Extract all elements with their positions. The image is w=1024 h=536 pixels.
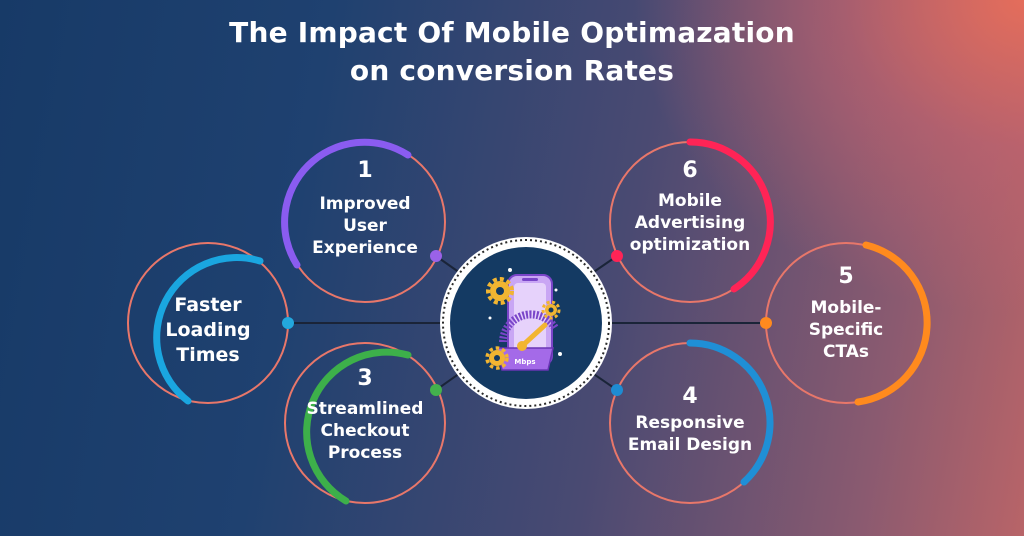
- item-dot-2: [282, 317, 294, 329]
- item-dot-1: [430, 250, 442, 262]
- mobile-speedometer-gears-icon: Mbps: [485, 268, 562, 371]
- item-circle-4: [609, 339, 774, 504]
- item-dot-5: [760, 317, 772, 329]
- item-number-1: 1: [357, 158, 373, 183]
- item-label-4: Responsive Email Design: [627, 413, 753, 455]
- center-hub: Mbps: [440, 237, 612, 409]
- item-arc-5: [854, 241, 931, 406]
- item-arc-6: [686, 138, 774, 293]
- item-arc-4: [686, 339, 774, 486]
- item-label-6: Mobile Advertising optimization: [629, 191, 751, 255]
- item-number-5: 5: [838, 264, 854, 289]
- item-label-5: Mobile- Specific CTAs: [808, 298, 884, 362]
- item-arc-2: [153, 254, 264, 405]
- item-circle-6: [609, 138, 774, 303]
- title-line-1: The Impact Of Mobile Optimazation: [229, 16, 795, 49]
- item-dot-3: [430, 384, 442, 396]
- item-arc-1: [281, 138, 412, 269]
- item-circle-1: [281, 138, 446, 303]
- item-circle-3: [284, 342, 446, 505]
- item-arc-3: [303, 348, 412, 505]
- item-label-1: Improved User Experience: [312, 194, 418, 258]
- item-circle-5: [760, 241, 931, 406]
- title-line-2: on conversion Rates: [349, 54, 675, 87]
- speedometer-label: Mbps: [514, 358, 535, 366]
- item-label-2: Faster Loading Times: [165, 294, 251, 366]
- item-number-6: 6: [682, 158, 698, 183]
- item-number-3: 3: [357, 366, 373, 391]
- item-label-3: Streamlined Checkout Process: [306, 399, 424, 463]
- page-title: The Impact Of Mobile Optimazation on con…: [0, 14, 1024, 90]
- item-dot-4: [611, 384, 623, 396]
- item-circle-2: [127, 242, 294, 405]
- item-dot-6: [611, 250, 623, 262]
- item-number-4: 4: [682, 384, 698, 409]
